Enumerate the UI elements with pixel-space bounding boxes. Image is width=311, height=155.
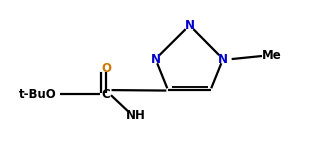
- Text: O: O: [101, 62, 111, 75]
- Text: Me: Me: [262, 49, 281, 62]
- Text: t-BuO: t-BuO: [19, 88, 56, 101]
- Text: C: C: [102, 88, 110, 101]
- Text: NH: NH: [125, 109, 145, 122]
- Text: N: N: [218, 53, 228, 66]
- Text: N: N: [184, 19, 195, 32]
- Text: N: N: [151, 53, 160, 66]
